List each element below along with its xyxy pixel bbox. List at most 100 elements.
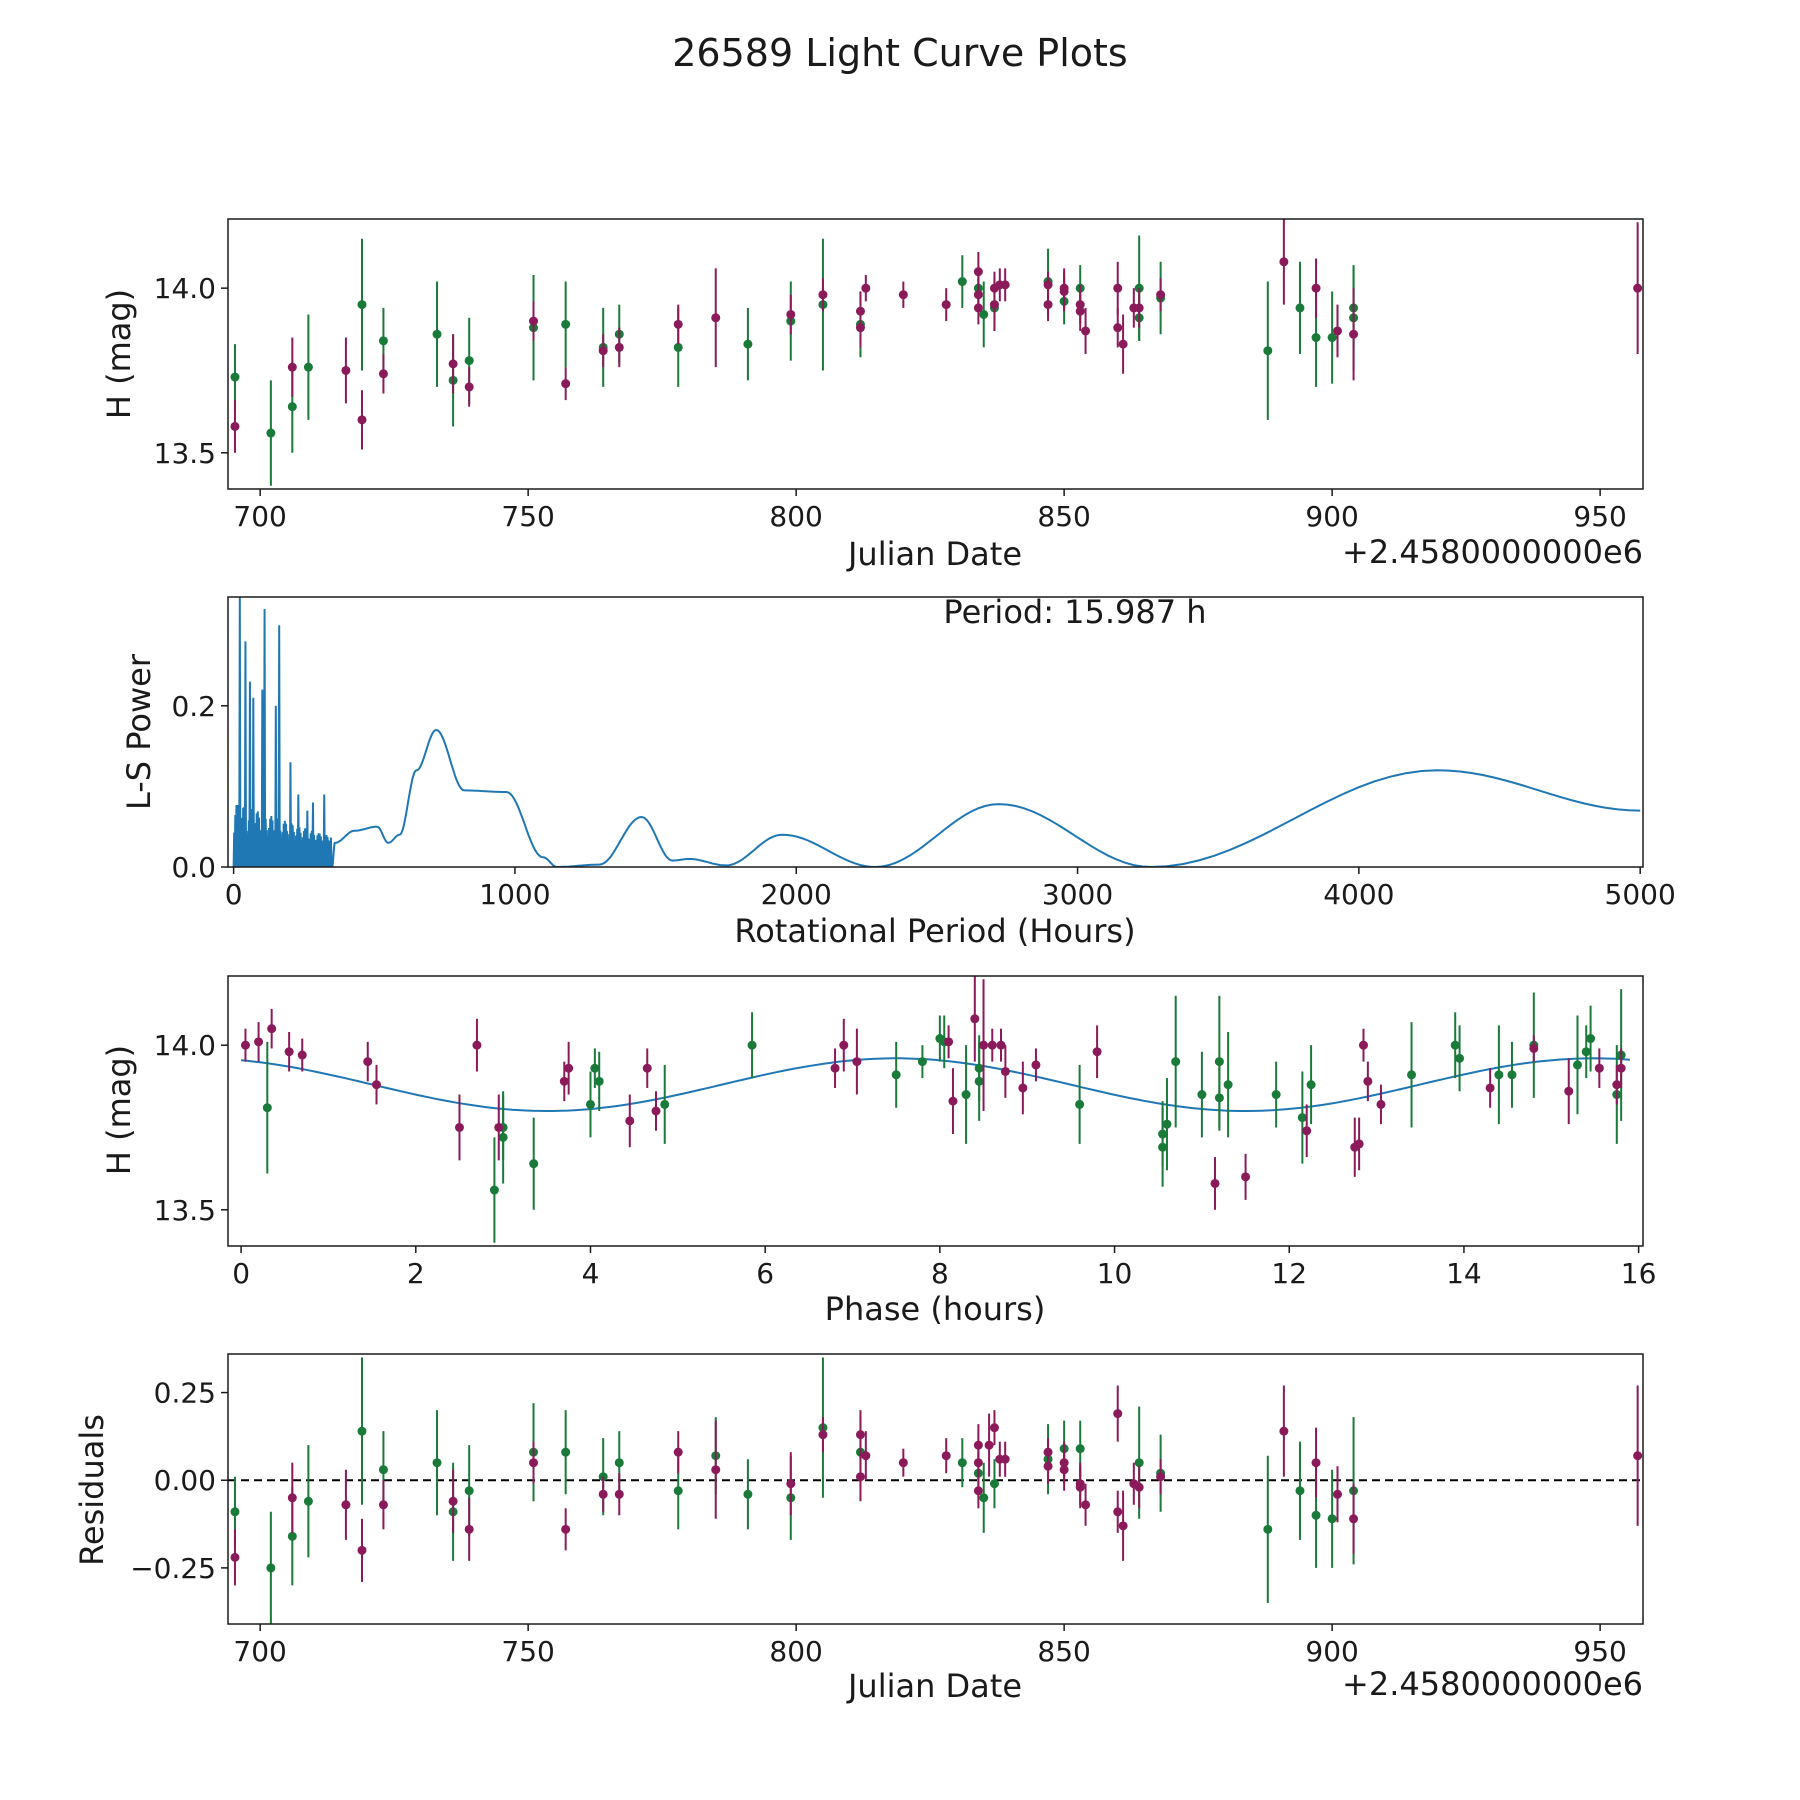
phased-point-green-5 — [585, 1099, 595, 1109]
phased-plot-area — [240, 976, 1630, 1243]
residuals-point-green-2 — [287, 1531, 297, 1541]
lightcurve-plot-area — [230, 219, 1643, 486]
residuals-point-purple-6 — [464, 1524, 474, 1534]
lightcurve-point-purple-1 — [287, 362, 297, 372]
lightcurve-point-purple-22 — [973, 303, 983, 313]
lightcurve-point-green-1 — [266, 428, 276, 438]
phased-point-purple-26 — [1031, 1060, 1041, 1070]
periodogram-xtick-label-0: 0 — [225, 878, 243, 911]
lightcurve-xtick-label-3: 850 — [1037, 500, 1090, 533]
lightcurve-point-purple-43 — [1349, 329, 1359, 339]
residuals-offset-label: +2.4580000000e6 — [1342, 1665, 1643, 1703]
phased-point-purple-24 — [1000, 1066, 1010, 1076]
lightcurve-point-purple-40 — [1279, 257, 1289, 267]
lightcurve-point-purple-7 — [529, 316, 539, 326]
residuals-point-purple-1 — [287, 1493, 297, 1503]
phased-point-purple-30 — [1302, 1126, 1312, 1136]
panel-phased: Phase (hours) H (mag) 0 2 4 6 8 10 12 14 16 13.5 1… — [100, 975, 1656, 1328]
lightcurve-point-purple-13 — [786, 309, 796, 319]
phased-point-green-27 — [1297, 1113, 1307, 1123]
lightcurve-point-purple-14 — [818, 290, 828, 300]
phased-xlabel: Phase (hours) — [825, 1290, 1046, 1328]
phased-xtick-label-6: 12 — [1271, 1257, 1307, 1290]
phased-xtick-label-2: 4 — [582, 1257, 600, 1290]
residuals-point-purple-21 — [973, 1486, 983, 1496]
residuals-point-purple-33 — [1081, 1500, 1091, 1510]
phased-point-purple-32 — [1354, 1139, 1364, 1149]
lightcurve-ylabel: H (mag) — [100, 289, 138, 419]
lightcurve-point-purple-27 — [1043, 280, 1053, 290]
lightcurve-point-purple-30 — [1059, 286, 1069, 296]
phased-point-purple-13 — [642, 1063, 652, 1073]
phased-point-green-7 — [594, 1076, 604, 1086]
residuals-point-purple-10 — [614, 1489, 624, 1499]
residuals-point-green-29 — [1295, 1486, 1305, 1496]
panel-periodogram: Rotational Period (Hours) L-S Power Peri… — [120, 593, 1676, 950]
chart-title: 26589 Light Curve Plots — [672, 31, 1127, 75]
lightcurve-point-purple-33 — [1081, 326, 1091, 336]
phased-point-green-19 — [1158, 1142, 1168, 1152]
phased-point-green-4 — [529, 1159, 539, 1169]
phased-point-green-8 — [660, 1099, 670, 1109]
phased-model-curve — [240, 1057, 1630, 1112]
phased-point-purple-41 — [1616, 1063, 1626, 1073]
lightcurve-point-purple-3 — [357, 415, 367, 425]
periodogram-xtick-label-4: 4000 — [1323, 878, 1394, 911]
lightcurve-point-green-28 — [1263, 346, 1273, 356]
lightcurve-point-green-5 — [378, 336, 388, 346]
phased-point-green-22 — [1197, 1090, 1207, 1100]
residuals-point-green-3 — [303, 1496, 313, 1506]
residuals-point-purple-16 — [855, 1472, 865, 1482]
period-annotation: Period: 15.987 h — [943, 593, 1206, 631]
lightcurve-point-green-3 — [303, 362, 313, 372]
periodogram-xtick-label-2: 2000 — [761, 878, 832, 911]
phased-point-purple-6 — [371, 1080, 381, 1090]
phased-point-purple-25 — [1018, 1083, 1028, 1093]
lightcurve-point-purple-0 — [230, 421, 240, 431]
lightcurve-xlabel: Julian Date — [846, 535, 1022, 573]
residuals-point-purple-26 — [1000, 1454, 1010, 1464]
phased-point-green-31 — [1455, 1053, 1465, 1063]
periodogram-xtick-label-1: 1000 — [479, 878, 550, 911]
residuals-point-purple-13 — [786, 1479, 796, 1489]
residuals-point-purple-23 — [984, 1440, 994, 1450]
lightcurve-point-green-29 — [1295, 303, 1305, 313]
phased-point-green-36 — [1581, 1047, 1591, 1057]
residuals-point-purple-19 — [941, 1451, 951, 1461]
phased-xtick-label-5: 10 — [1097, 1257, 1133, 1290]
lightcurve-point-green-14 — [743, 339, 753, 349]
lightcurve-point-purple-35 — [1113, 323, 1123, 333]
residuals-point-green-13 — [673, 1486, 683, 1496]
lightcurve-point-purple-28 — [1043, 300, 1053, 310]
lightcurve-point-green-4 — [357, 300, 367, 310]
residuals-point-purple-30 — [1059, 1465, 1069, 1475]
phased-point-green-24 — [1214, 1057, 1224, 1067]
lightcurve-point-green-0 — [230, 372, 240, 382]
phased-point-green-20 — [1162, 1119, 1172, 1129]
residuals-point-purple-4 — [378, 1500, 388, 1510]
phased-point-green-26 — [1271, 1090, 1281, 1100]
lightcurve-point-purple-19 — [941, 300, 951, 310]
lightcurve-point-purple-18 — [898, 290, 908, 300]
lightcurve-offset-label: +2.4580000000e6 — [1342, 533, 1643, 571]
periodogram-ylabel: L-S Power — [120, 653, 158, 810]
residuals-point-green-1 — [266, 1563, 276, 1573]
residuals-point-purple-24 — [989, 1423, 999, 1433]
phased-point-purple-20 — [970, 1014, 980, 1024]
residuals-xlabel: Julian Date — [846, 1667, 1022, 1705]
phased-point-purple-33 — [1358, 1040, 1368, 1050]
phased-point-purple-4 — [297, 1050, 307, 1060]
phased-point-green-9 — [747, 1040, 757, 1050]
phased-point-purple-27 — [1092, 1047, 1102, 1057]
residuals-point-green-5 — [378, 1465, 388, 1475]
periodogram-frame — [227, 596, 1644, 868]
phased-point-green-30 — [1450, 1040, 1460, 1050]
lightcurve-point-green-20 — [979, 309, 989, 319]
lightcurve-point-purple-26 — [1000, 280, 1010, 290]
residuals-point-purple-9 — [598, 1489, 608, 1499]
lightcurve-frame — [227, 218, 1644, 490]
phased-point-purple-38 — [1564, 1086, 1574, 1096]
phased-xtick-label-4: 8 — [931, 1257, 949, 1290]
phased-point-purple-39 — [1594, 1063, 1604, 1073]
residuals-point-green-15 — [743, 1489, 753, 1499]
